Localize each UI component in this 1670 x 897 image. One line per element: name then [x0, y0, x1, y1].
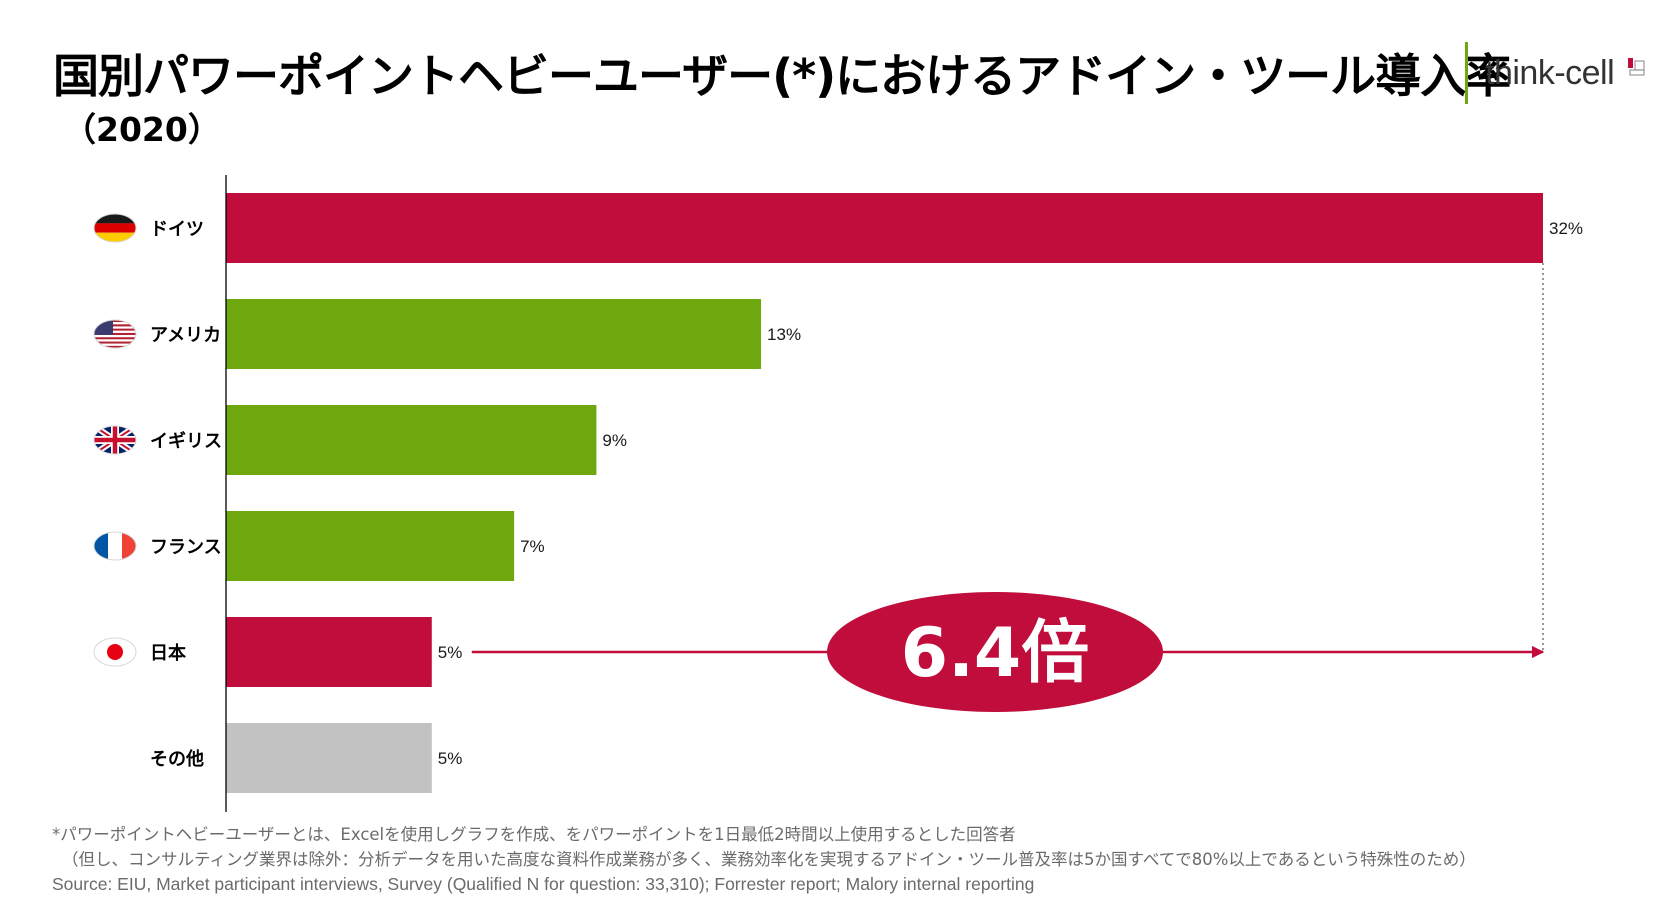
bar-germany [226, 193, 1543, 263]
japan-flag-icon [93, 637, 137, 667]
footnotes: *パワーポイントヘビーユーザーとは、Excelを使用しグラフを作成、をパワーポイ… [52, 822, 1476, 897]
value-label-germany: 32% [1549, 219, 1583, 238]
value-label-usa: 13% [767, 325, 801, 344]
bar-other [226, 723, 432, 793]
bar-uk [226, 405, 597, 475]
source-note: Source: EIU, Market participant intervie… [52, 874, 1035, 894]
logo-divider [1465, 42, 1468, 104]
category-label-japan: 日本 [150, 642, 186, 664]
bar-france [226, 511, 515, 581]
think-cell-logo-icon [1628, 58, 1645, 76]
page-title: 国別パワーポイントヘビーユーザー(*)におけるアドイン・ツール導入率 [53, 49, 1511, 103]
multiplier-badge [827, 592, 1163, 712]
germany-flag-icon [93, 213, 137, 243]
category-label-other: その他 [150, 748, 204, 770]
logo-text: think-cell [1485, 54, 1615, 92]
bar-japan [226, 617, 432, 687]
value-label-uk: 9% [602, 431, 627, 450]
category-label-france: フランス [150, 537, 222, 558]
value-label-france: 7% [520, 537, 545, 556]
uk-flag-icon [93, 425, 137, 455]
page-subtitle: （2020） [63, 110, 221, 149]
multiplier-label: 6.4倍 [901, 614, 1089, 693]
think-cell-logo: think-cell [1465, 42, 1655, 104]
usa-flag-icon [93, 319, 137, 349]
footnote-exclusion: （但し、コンサルティング業界は除外：分析データを用いた高度な資料作成業務が多く、… [62, 850, 1476, 869]
category-label-uk: イギリス [150, 431, 222, 452]
bar-usa [226, 299, 762, 369]
category-label-usa: アメリカ [150, 325, 221, 346]
footnote-definition: *パワーポイントヘビーユーザーとは、Excelを使用しグラフを作成、をパワーポイ… [52, 825, 1016, 844]
category-label-germany: ドイツ [150, 219, 204, 240]
value-label-other: 5% [438, 749, 463, 768]
france-flag-icon [93, 531, 137, 561]
value-label-japan: 5% [438, 643, 463, 662]
